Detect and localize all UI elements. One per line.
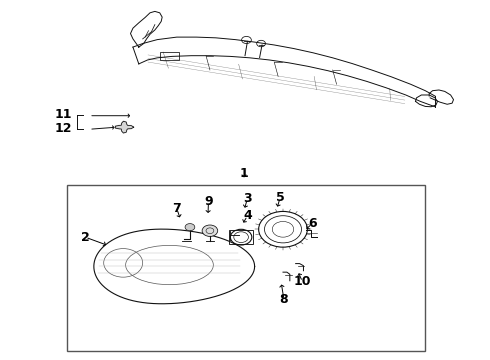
Text: 10: 10 xyxy=(294,275,311,288)
Text: 2: 2 xyxy=(81,231,90,244)
Text: 1: 1 xyxy=(240,167,248,180)
Bar xyxy=(160,52,179,60)
Text: 4: 4 xyxy=(243,209,252,222)
Bar xyxy=(229,230,253,244)
Text: 3: 3 xyxy=(243,192,252,205)
Polygon shape xyxy=(115,121,134,133)
Text: 9: 9 xyxy=(204,195,213,208)
Bar xyxy=(67,185,425,351)
Text: 6: 6 xyxy=(308,217,317,230)
Circle shape xyxy=(185,224,195,231)
Circle shape xyxy=(202,225,218,237)
Text: 8: 8 xyxy=(280,293,288,306)
Text: 11: 11 xyxy=(55,108,73,121)
Text: 5: 5 xyxy=(276,192,285,204)
Text: 12: 12 xyxy=(55,122,73,135)
Text: 7: 7 xyxy=(172,202,181,215)
